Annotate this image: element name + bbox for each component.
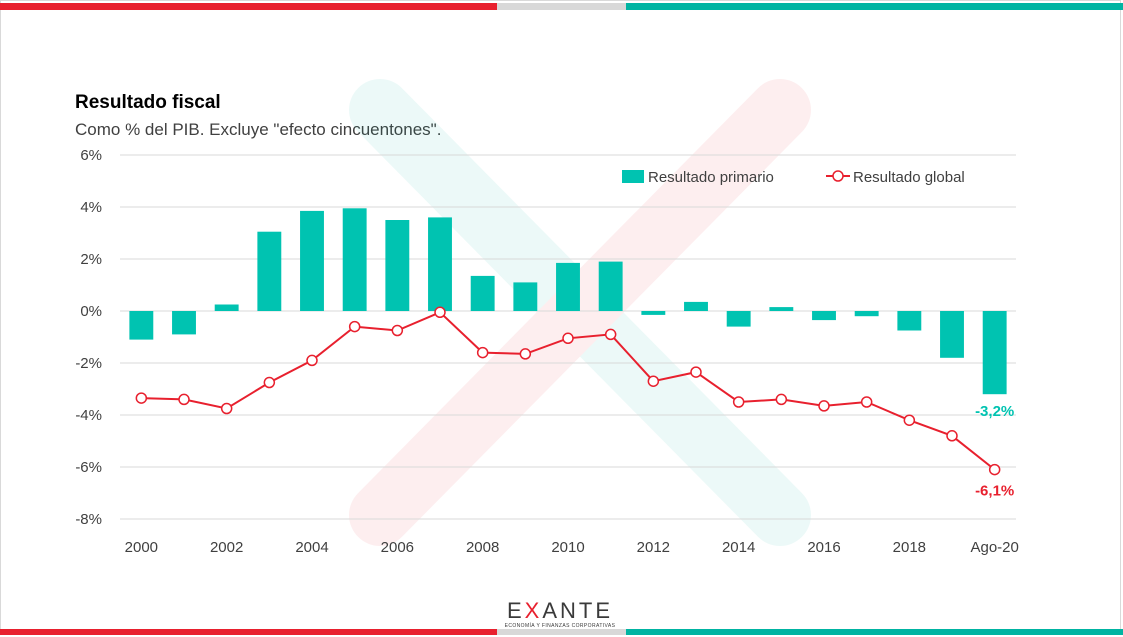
y-tick-label: -4% [75, 407, 102, 424]
point-global [220, 402, 233, 415]
bar-primary [342, 208, 367, 311]
bottom-stripe-teal [626, 629, 1123, 635]
bar-primary [129, 311, 154, 340]
point-global [178, 393, 190, 406]
point-global [391, 324, 404, 337]
point-global [647, 375, 660, 387]
bar-primary [214, 304, 239, 311]
x-tick-label: Ago-20 [970, 539, 1018, 556]
top-stripe-gray [497, 3, 626, 10]
point-global [348, 320, 361, 333]
y-tick-label: -6% [75, 459, 102, 476]
x-tick-label: 2008 [466, 539, 499, 556]
bar-primary [726, 311, 751, 327]
logo-wordmark: EXANTE [506, 598, 614, 623]
bar-primary [257, 231, 282, 311]
point-global [860, 396, 873, 408]
bar-primary [684, 301, 708, 311]
bar-primary [598, 261, 623, 311]
x-tick-label: 2010 [551, 539, 584, 556]
bar-primary [812, 311, 836, 321]
bar-primary [428, 217, 452, 311]
bar-primary [513, 282, 538, 311]
fiscal-result-chart: 6% 4% 2% 0% -2% -4% -6% -8% 2000 2002 2004 2006 200… [75, 79, 1019, 556]
exante-logo: EXANTE ECONOMÍA Y FINANZAS CORPORATIVAS [498, 598, 622, 630]
bar-primary [641, 311, 666, 315]
legend-swatch-primary [622, 170, 644, 183]
bar-primary [854, 311, 879, 317]
chart-legend: Resultado primario Resultado global [622, 169, 965, 186]
data-label: -6,1% [975, 483, 1014, 500]
point-global [135, 392, 148, 404]
point-global [732, 396, 745, 408]
bar-primary [982, 311, 1007, 395]
bar-primary [897, 311, 922, 331]
data-label: -3,2% [975, 403, 1014, 420]
bar-primary [470, 275, 495, 311]
point-global [946, 430, 958, 442]
x-tick-label: 2002 [210, 539, 243, 556]
x-tick-label: 2018 [893, 539, 926, 556]
y-tick-label: 4% [80, 199, 102, 216]
x-tick-label: 2006 [381, 539, 414, 556]
point-global [775, 393, 788, 406]
point-global [690, 366, 702, 378]
bottom-stripe-red [0, 629, 497, 635]
y-tick-label: 2% [80, 251, 102, 268]
x-tick-label: 2000 [125, 539, 158, 556]
point-global [434, 306, 446, 319]
point-global [903, 414, 916, 426]
point-global [476, 346, 489, 359]
legend-label-global: Resultado global [853, 169, 965, 186]
chart-subtitle: Como % del PIB. Excluye "efecto cincuent… [75, 120, 442, 139]
chart-title: Resultado fiscal [75, 92, 221, 113]
point-global [562, 332, 574, 345]
bar-primary [940, 311, 964, 358]
bar-primary [556, 262, 580, 311]
x-tick-label: 2016 [807, 539, 840, 556]
bottom-stripe-gray [497, 629, 626, 635]
bar-primary [300, 210, 324, 311]
legend-marker-global [832, 170, 844, 182]
bar-primary [769, 307, 794, 311]
top-stripe-red [0, 3, 497, 10]
point-global [988, 463, 1001, 476]
x-tick-label: 2012 [637, 539, 670, 556]
point-global [263, 376, 276, 389]
y-tick-label: 6% [80, 147, 102, 164]
point-global [818, 400, 830, 412]
logo-tagline: ECONOMÍA Y FINANZAS CORPORATIVAS [504, 623, 616, 629]
legend-label-primary: Resultado primario [648, 169, 774, 186]
top-stripe-teal [626, 3, 1123, 10]
y-tick-label: -2% [75, 355, 102, 372]
logo-watermark-x [349, 79, 811, 546]
point-global [604, 328, 617, 341]
y-tick-label: 0% [80, 303, 102, 320]
point-global [306, 354, 318, 367]
point-global [519, 348, 532, 360]
bar-primary [172, 311, 196, 335]
y-tick-label: -8% [75, 511, 102, 528]
x-tick-label: 2004 [295, 539, 328, 556]
bar-primary [385, 220, 410, 311]
x-tick-label: 2014 [722, 539, 755, 556]
